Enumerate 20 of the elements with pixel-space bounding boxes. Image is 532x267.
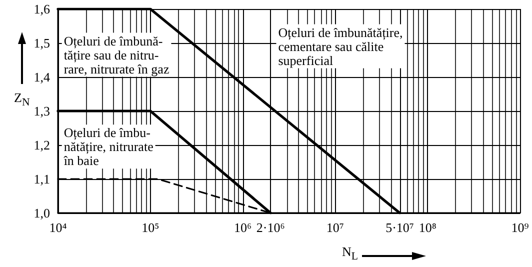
- x-tick-label: 10⁶: [234, 220, 252, 235]
- y-tick-label: 1,6: [34, 2, 50, 16]
- x-tick-label: 10⁷: [326, 220, 344, 235]
- x-tick-label: 10⁴: [49, 220, 68, 235]
- y-tick-label: 1,1: [34, 172, 50, 186]
- y-tick-label: 1,4: [34, 70, 50, 84]
- y-tick-label: 1,0: [34, 206, 50, 220]
- y-tick-label: 1,2: [34, 138, 50, 152]
- y-tick-label: 1,5: [34, 36, 50, 50]
- x-tick-label: 5·10⁷: [386, 220, 414, 235]
- x-tick-label: 2·10⁶: [256, 220, 285, 235]
- y-axis-title: Z$_{N}$: [14, 90, 30, 109]
- annotation: Oțeluri de îmbu- nătățire, nitrurate în baie: [62, 125, 154, 168]
- annotation: Oțeluri de îmbunătățire, cementare sau călite superficial: [278, 24, 403, 68]
- x-tick-label: 10⁹: [511, 220, 530, 235]
- x-tick-label: 10⁸: [418, 220, 437, 235]
- y-tick-label: 1,3: [34, 104, 50, 118]
- x-tick-label: 10⁵: [142, 220, 160, 235]
- annotation: Oțeluri de îmbună- tățire sau de nitru- rare, nitrurate în gaz: [64, 33, 170, 76]
- x-axis-title: N$_{L}$: [342, 244, 358, 263]
